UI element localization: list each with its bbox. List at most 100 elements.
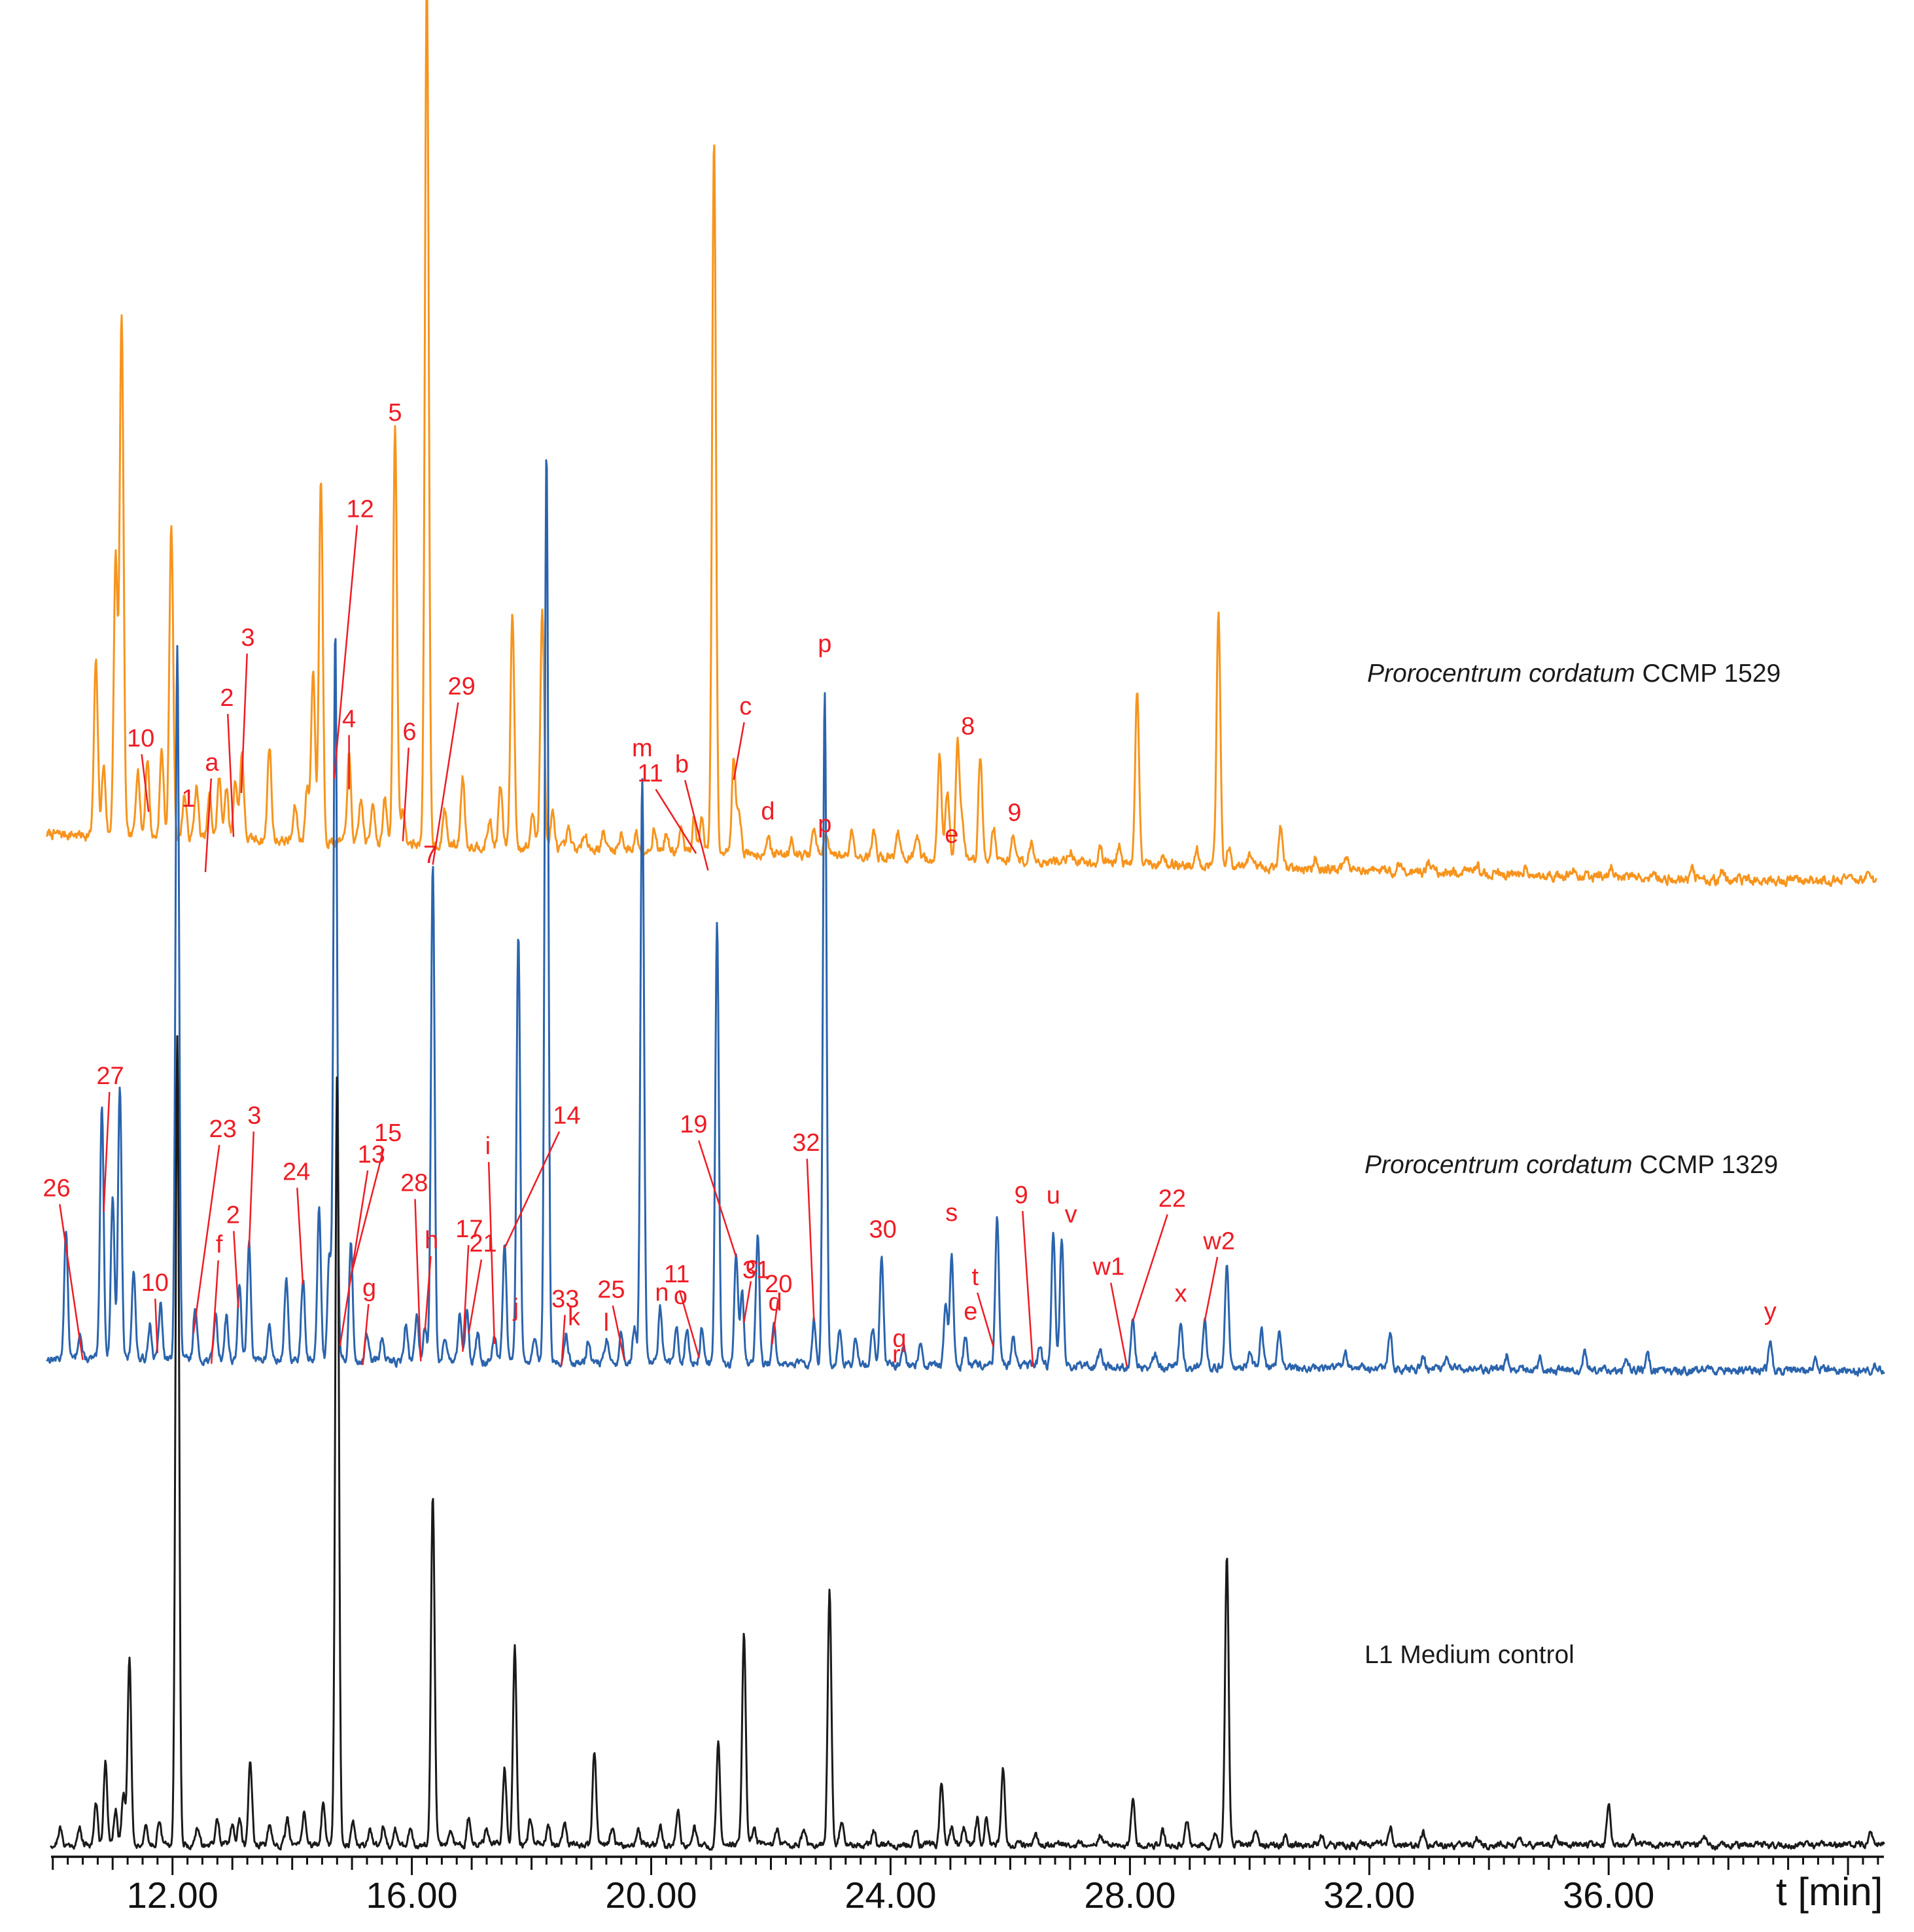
annotation-label-ccmp1329-w1: w1 <box>1092 1254 1125 1281</box>
annotation-label-ccmp1329-21: 21 <box>469 1230 496 1257</box>
annotation-label-ccmp1329-24: 24 <box>283 1159 310 1186</box>
annotation-leader-ccmp1329-12 <box>333 525 358 779</box>
annotation-leader-ccmp1329-32 <box>806 1159 815 1322</box>
annotation-label-ccmp1529-3: 3 <box>241 624 254 652</box>
annotation-label-ccmp1529-4: 4 <box>342 706 356 733</box>
annotation-label-ccmp1529-d: d <box>761 798 774 826</box>
x-tick-label: 28.00 <box>1084 1874 1175 1916</box>
annotation-leader-ccmp1329-22 <box>1132 1214 1168 1322</box>
annotation-leader-ccmp1329-21 <box>468 1259 483 1334</box>
annotation-leader-ccmp1329-24 <box>296 1187 304 1285</box>
annotation-label-ccmp1329-y: y <box>1764 1298 1777 1326</box>
annotation-label-ccmp1529-1: 1 <box>181 785 195 813</box>
annotation-label-ccmp1329-14: 14 <box>553 1102 580 1130</box>
annotation-leader-ccmp1329-f <box>210 1260 219 1364</box>
annotation-leader-ccmp1329-29 <box>432 702 459 865</box>
annotation-label-ccmp1329-29: 29 <box>447 673 475 701</box>
annotation-label-ccmp1529-a: a <box>205 749 219 777</box>
annotation-label-ccmp1329-f: f <box>216 1231 223 1258</box>
annotation-label-ccmp1529-10: 10 <box>127 725 154 752</box>
annotation-label-ccmp1329-13: 13 <box>358 1141 385 1168</box>
annotation-leader-ccmp1529-c <box>733 722 745 781</box>
annotation-leader-ccmp1329-14 <box>504 1131 561 1249</box>
annotation-label-ccmp1329-n: n <box>655 1279 669 1307</box>
annotation-label-ccmp1329-23: 23 <box>209 1115 237 1143</box>
x-tick-label: 20.00 <box>605 1874 697 1916</box>
trace-line-ccmp1529 <box>46 0 1877 888</box>
annotation-label-ccmp1329-9: 9 <box>1015 1182 1028 1209</box>
annotation-leader-ccmp1329-t <box>977 1292 994 1348</box>
annotation-leader-ccmp1529-10 <box>141 754 150 813</box>
annotation-label-ccmp1329-o: o <box>674 1282 687 1310</box>
annotation-label-ccmp1329-25: 25 <box>597 1276 625 1304</box>
annotation-label-ccmp1329-12: 12 <box>347 496 374 523</box>
annotation-leader-ccmp1529-11 <box>655 788 697 854</box>
annotation-label-ccmp1329-19: 19 <box>680 1111 707 1138</box>
annotation-label-ccmp1329-x: x <box>1175 1280 1187 1307</box>
annotation-label-ccmp1329-32: 32 <box>792 1129 820 1157</box>
annotation-label-ccmp1529-2: 2 <box>220 684 234 712</box>
annotation-leader-ccmp1329-g <box>362 1304 370 1365</box>
annotation-leader-ccmp1329-2 <box>233 1231 239 1308</box>
x-axis-ticks: 12.00 16.00 20.00 24.00 28.00 32.00 36.00 <box>52 1857 1879 1916</box>
annotation-leader-ccmp1329-28 <box>414 1199 422 1361</box>
annotation-label-ccmp1329-28: 28 <box>400 1170 428 1197</box>
annotation-label-ccmp1329-27: 27 <box>96 1063 124 1090</box>
annotation-label-ccmp1329-33: 33 <box>551 1286 579 1313</box>
annotation-label-ccmp1329-k: k <box>568 1304 581 1331</box>
annotation-label-ccmp1329-26: 26 <box>43 1175 70 1203</box>
annotation-leader-ccmp1329-i <box>487 1162 496 1344</box>
trace-label-l1-control: L1 Medium control <box>1365 1641 1575 1669</box>
annotation-label-ccmp1329-c: c <box>746 1252 758 1279</box>
x-tick-label: 24.00 <box>844 1874 936 1916</box>
annotation-leader-ccmp1329-11 <box>678 1290 700 1358</box>
annotation-leader-ccmp1329-3 <box>248 1131 255 1248</box>
annotation-label-ccmp1329-h: h <box>425 1227 438 1254</box>
annotation-label-ccmp1329-v: v <box>1065 1201 1077 1229</box>
annotation-leader-ccmp1329-9 <box>1022 1210 1034 1367</box>
annotation-label-ccmp1329-22: 22 <box>1158 1185 1186 1212</box>
trace-line-ccmp1329 <box>46 459 1885 1377</box>
annotation-label-ccmp1329-17: 17 <box>455 1216 483 1243</box>
trace-line-l1 <box>50 1035 1885 1851</box>
x-tick-label: 36.00 <box>1563 1874 1654 1916</box>
annotation-label-ccmp1329-j: j <box>513 1294 519 1322</box>
annotation-label-ccmp1329-w2: w2 <box>1202 1227 1235 1255</box>
annotation-label-ccmp1329-3: 3 <box>247 1102 261 1130</box>
annotation-leader-ccmp1529-a <box>204 778 213 872</box>
trace-label-ccmp1529: Prorocentrum cordatum CCMP 1529 <box>1367 659 1781 688</box>
annotation-label-ccmp1329-g: g <box>362 1274 376 1302</box>
annotation-label-ccmp1329-i: i <box>485 1133 491 1160</box>
x-axis: 12.00 16.00 20.00 24.00 28.00 32.00 36.00 t [m… <box>51 1855 1884 1916</box>
annotation-label-ccmp1329-l: l <box>604 1309 609 1337</box>
annotation-label-ccmp1529-b: b <box>675 750 689 778</box>
annotation-leader-ccmp1329-17 <box>462 1245 470 1352</box>
annotation-leader-ccmp1329-19 <box>698 1140 737 1257</box>
annotation-label-ccmp1329-r: r <box>892 1341 901 1368</box>
annotation-leader-ccmp1329-25 <box>612 1305 625 1360</box>
annotation-leader-ccmp1329-23 <box>192 1145 220 1334</box>
annotation-label-ccmp1329-2: 2 <box>226 1202 240 1229</box>
annotation-label-ccmp1329-15: 15 <box>374 1119 402 1147</box>
annotation-label-ccmp1329-u: u <box>1047 1182 1060 1210</box>
trace-labels-layer: Prorocentrum cordatum CCMP 1529 Prorocen… <box>1365 659 1781 1669</box>
annotation-leader-ccmp1329-20 <box>771 1300 779 1345</box>
annotation-leader-ccmp1329-27 <box>103 1092 111 1212</box>
x-tick-label: 16.00 <box>366 1874 458 1916</box>
annotation-leader-ccmp1329-c <box>743 1281 752 1323</box>
traces-layer <box>46 0 1885 1851</box>
annotation-label-ccmp1529-9: 9 <box>1007 799 1021 826</box>
annotation-label-ccmp1329-31: 31 <box>742 1257 770 1284</box>
annotation-leader-ccmp1329-w2 <box>1204 1257 1219 1322</box>
annotation-leader-ccmp1329-26 <box>59 1204 84 1360</box>
annotation-leader-ccmp1529-6 <box>402 747 409 841</box>
annotation-leader-ccmp1329-10 <box>154 1299 159 1354</box>
annotation-label-ccmp1329-e: e <box>964 1298 977 1326</box>
annotation-label-ccmp1529-8: 8 <box>961 712 975 740</box>
annotation-leader-ccmp1329-w1 <box>1109 1282 1128 1367</box>
trace-label-ccmp1329: Prorocentrum cordatum CCMP 1329 <box>1365 1151 1778 1179</box>
annotation-label-ccmp1529-e: e <box>945 821 958 849</box>
